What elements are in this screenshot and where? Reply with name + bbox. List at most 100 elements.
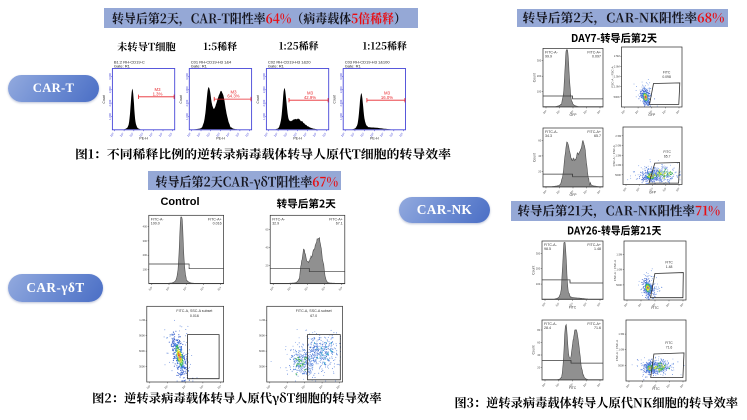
svg-text:104: 104	[338, 285, 344, 291]
svg-text:106: 106	[244, 131, 251, 138]
svg-text:101: 101	[637, 302, 643, 308]
svg-text:104: 104	[379, 131, 386, 138]
svg-text:105: 105	[235, 131, 242, 138]
svg-text:100: 100	[620, 109, 626, 115]
svg-text:101: 101	[638, 383, 644, 389]
svg-text:FITC-A-: FITC-A-	[544, 243, 558, 247]
svg-text:103: 103	[662, 186, 668, 192]
svg-text:105: 105	[312, 131, 319, 138]
svg-text:1.0M: 1.0M	[616, 268, 622, 272]
svg-text:FITC-A+: FITC-A+	[587, 50, 601, 54]
svg-text:100: 100	[536, 282, 541, 286]
svg-text:104: 104	[596, 382, 602, 388]
svg-text:2.5M: 2.5M	[615, 134, 621, 138]
svg-text:40: 40	[538, 154, 541, 158]
svg-text:42.9%: 42.9%	[304, 95, 316, 100]
svg-text:105: 105	[389, 131, 396, 138]
svg-text:4,000: 4,000	[108, 73, 112, 80]
svg-text:105: 105	[158, 131, 165, 138]
svg-text:103: 103	[369, 131, 376, 138]
svg-text:600K: 600K	[139, 349, 145, 353]
svg-text:103: 103	[665, 302, 671, 308]
svg-text:60: 60	[538, 138, 541, 142]
svg-text:71.6: 71.6	[594, 326, 601, 330]
svg-text:28.4: 28.4	[544, 326, 551, 330]
svg-text:Count: Count	[102, 95, 106, 104]
svg-text:101: 101	[350, 131, 357, 138]
svg-text:101: 101	[119, 131, 126, 138]
svg-text:M3: M3	[384, 91, 391, 96]
svg-text:FITC: FITC	[665, 261, 673, 265]
svg-text:101: 101	[555, 189, 561, 195]
svg-text:103: 103	[661, 109, 667, 115]
svg-text:20: 20	[266, 264, 269, 268]
svg-text:102: 102	[182, 285, 188, 291]
svg-text:103: 103	[199, 285, 205, 291]
svg-text:100: 100	[542, 109, 548, 115]
svg-text:2.5M: 2.5M	[614, 54, 620, 58]
svg-text:Count: Count	[533, 153, 537, 162]
svg-text:102: 102	[568, 382, 574, 388]
svg-text:104: 104	[216, 384, 222, 390]
svg-text:1.0M: 1.0M	[615, 163, 621, 167]
svg-text:106: 106	[398, 131, 405, 138]
svg-text:102: 102	[181, 384, 187, 390]
svg-text:101: 101	[283, 384, 289, 390]
svg-text:65.7: 65.7	[594, 134, 601, 138]
svg-text:100: 100	[625, 383, 631, 389]
svg-text:102: 102	[303, 285, 309, 291]
svg-text:102: 102	[300, 384, 306, 390]
svg-text:200: 200	[143, 253, 148, 257]
svg-text:16.0%: 16.0%	[381, 95, 393, 100]
svg-text:FSC-A :: FSC-A: FSC-A :: FSC-A	[615, 340, 619, 361]
svg-text:FITC-A+: FITC-A+	[329, 217, 343, 221]
svg-text:103: 103	[582, 109, 588, 115]
svg-text:106: 106	[321, 131, 328, 138]
svg-text:104: 104	[679, 383, 685, 389]
svg-text:102: 102	[359, 131, 366, 138]
svg-text:60: 60	[537, 341, 540, 345]
svg-text:101: 101	[165, 285, 171, 291]
svg-text:3,000: 3,000	[262, 86, 266, 93]
svg-text:71.6: 71.6	[666, 345, 673, 349]
svg-text:1.48: 1.48	[594, 247, 601, 251]
svg-text:4,000: 4,000	[339, 73, 343, 80]
svg-text:102: 102	[651, 302, 657, 308]
svg-text:1,000: 1,000	[185, 113, 189, 120]
svg-text:100: 100	[266, 384, 272, 390]
svg-text:PE-H: PE-H	[139, 136, 148, 140]
svg-text:1.5M: 1.5M	[614, 75, 620, 79]
svg-text:B1:2 RH-CD19-C: B1:2 RH-CD19-C	[114, 59, 145, 64]
svg-text:FITC-A-: FITC-A-	[151, 217, 165, 221]
svg-text:101: 101	[273, 131, 280, 138]
svg-text:104: 104	[302, 131, 309, 138]
svg-text:101: 101	[555, 382, 561, 388]
svg-text:100: 100	[541, 301, 547, 307]
svg-text:101: 101	[163, 384, 169, 390]
svg-text:4,000: 4,000	[185, 73, 189, 80]
svg-text:400: 400	[143, 225, 148, 229]
svg-text:Count: Count	[256, 95, 260, 104]
svg-text:FITC-A+: FITC-A+	[587, 322, 601, 326]
svg-text:300: 300	[143, 239, 148, 243]
svg-text:GFP: GFP	[649, 191, 657, 195]
svg-text:FITC: FITC	[665, 341, 673, 345]
svg-text:103: 103	[582, 382, 588, 388]
svg-text:104: 104	[596, 301, 602, 307]
svg-text:67.0: 67.0	[310, 314, 317, 318]
svg-text:C01 RH-CD19-H3 1&4: C01 RH-CD19-H3 1&4	[191, 59, 232, 64]
svg-text:GFP: GFP	[570, 193, 578, 197]
svg-text:100: 100	[537, 90, 542, 94]
svg-text:1.2M: 1.2M	[259, 318, 265, 322]
svg-text:FSC-A :: FSC-A: FSC-A :: FSC-A	[613, 260, 617, 281]
svg-text:Gate: R1: Gate: R1	[345, 64, 362, 69]
svg-text:FITC-A-: FITC-A-	[272, 217, 286, 221]
svg-text:102: 102	[568, 301, 574, 307]
svg-text:C02 RH-CD19-H3 1&20: C02 RH-CD19-H3 1&20	[268, 59, 311, 64]
svg-text:3,000: 3,000	[185, 86, 189, 93]
svg-text:FITC: FITC	[663, 150, 671, 154]
svg-text:Gate: R1: Gate: R1	[191, 64, 208, 69]
svg-text:102: 102	[205, 131, 212, 138]
svg-text:103: 103	[665, 383, 671, 389]
svg-text:102: 102	[129, 131, 136, 138]
